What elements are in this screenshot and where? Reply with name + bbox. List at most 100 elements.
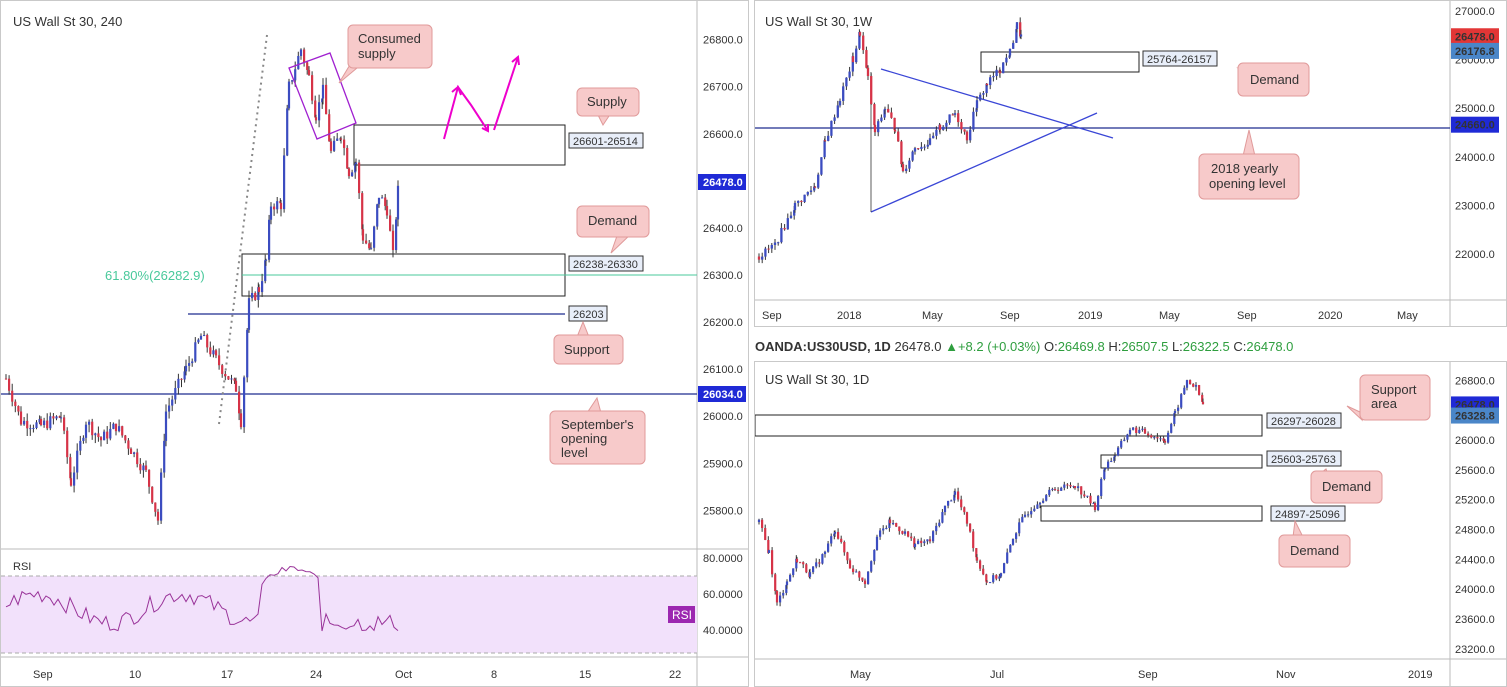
candle-240-body (254, 292, 257, 300)
candle-240-body (139, 464, 142, 471)
candle-240-body (52, 416, 55, 419)
candle-daily-body (926, 539, 929, 542)
candle-240-body (247, 298, 251, 330)
candle-weekly-body (893, 129, 897, 132)
candle-daily-body (792, 568, 795, 575)
candle-daily-body (1073, 486, 1077, 489)
fib-label: 61.80%(26282.9) (105, 268, 205, 283)
candle-weekly-body (998, 71, 1002, 74)
candle-240-body (257, 287, 261, 293)
candle-240-body (4, 378, 8, 380)
candle-240-body (88, 421, 91, 425)
candle-weekly-body (845, 77, 848, 87)
rsi-tick: 40.0000 (703, 625, 743, 637)
candle-weekly-body (823, 140, 827, 142)
candle-weekly-body (928, 138, 932, 145)
demand-zone-label-box (568, 255, 644, 272)
candle-240-body (66, 430, 69, 458)
price-tick: 25000.0 (1455, 103, 1495, 115)
candle-240-body (133, 452, 136, 454)
candle-daily-body (1009, 544, 1012, 553)
price-badge (1451, 42, 1499, 59)
candle-240-body (361, 193, 364, 230)
candles-daily (757, 379, 1205, 607)
last-price-badge (698, 174, 746, 190)
candle-240-body (168, 405, 171, 412)
chart-daily-panel[interactable]: US Wall St 30, 1D 26800.026400.026000.02… (754, 361, 1507, 687)
candle-daily-body (1126, 434, 1129, 440)
candle-240-body (164, 411, 168, 441)
candle-daily-body (782, 592, 785, 596)
candle-240-body (346, 147, 349, 169)
chart-weekly-panel[interactable]: US Wall St 30, 1W 27000.0 26000.0 25000.0 2… (754, 0, 1507, 327)
candle-daily-body (1077, 486, 1080, 489)
candle-daily-body (757, 519, 761, 523)
daily-demand-1-label-box (1266, 450, 1342, 467)
candle-daily-body (821, 554, 824, 564)
candle-weekly-body (883, 108, 887, 110)
candle-240-body (376, 204, 379, 227)
support-level-label-box (568, 305, 608, 322)
time-tick: 2018 (837, 310, 861, 322)
candle-weekly-body (851, 56, 854, 72)
price-badge (1451, 116, 1499, 133)
candle-240-body (177, 378, 180, 389)
candle-240-body (163, 440, 166, 473)
time-tick: 2019 (1078, 310, 1102, 322)
candle-240-body (197, 339, 200, 343)
callout-consumed-supply-line1: Consumed (358, 31, 421, 46)
chart-240-panel[interactable]: US Wall St 30, 240 26800.0 26700.0 26600.0… (0, 0, 749, 687)
ohlc-l-label: L: (1171, 339, 1183, 354)
demand-zone-label: 26238-26330 (573, 259, 638, 271)
candle-240-body (148, 469, 151, 487)
candle-weekly-body (942, 126, 945, 130)
candle-daily-body (1163, 440, 1167, 443)
candle-daily-body (1069, 485, 1072, 487)
candle-weekly-body (905, 168, 908, 172)
candle-daily-body (1107, 461, 1110, 469)
candle-weekly-body (789, 215, 793, 219)
dotted-trendline (218, 34, 268, 425)
candle-daily-body (975, 548, 978, 558)
supply-zone (353, 124, 566, 166)
candle-240-body (264, 259, 268, 261)
candle-daily-body (843, 542, 846, 553)
candle-240-body (58, 416, 61, 418)
candle-daily-body (1194, 385, 1198, 387)
price-badge-text: 26176.8 (1455, 46, 1495, 58)
candle-daily-body (947, 500, 950, 506)
price-tick: 26200.0 (703, 317, 743, 329)
candle-240-body (191, 361, 194, 364)
callout-demand-text: Demand (588, 213, 637, 228)
callout-supply: Supply (576, 87, 640, 126)
candle-240-body (206, 335, 209, 348)
sept-open-badge (698, 386, 746, 402)
candle-daily-body (1097, 496, 1100, 511)
ohlc-h-label: H: (1108, 339, 1122, 354)
price-badge (1451, 407, 1499, 424)
candle-240-body (109, 428, 112, 439)
candle-daily-body (1147, 433, 1150, 436)
candle-daily-body (882, 528, 885, 531)
candle-daily-body (1006, 552, 1009, 564)
candle-daily-body (1173, 410, 1177, 414)
candle-daily-body (1153, 437, 1156, 439)
candle-daily-body (812, 566, 815, 573)
price-tick: 26600.0 (703, 129, 743, 141)
candle-weekly-body (963, 129, 966, 132)
candle-weekly-body (1008, 48, 1012, 56)
callout-daily-demand-2-text: Demand (1290, 543, 1339, 558)
candle-240-body (230, 378, 233, 380)
candle-daily-body (1143, 428, 1147, 434)
candle-weekly-body (989, 77, 992, 86)
candle-weekly-body (1005, 57, 1008, 63)
candle-weekly-body (833, 117, 836, 121)
chart-daily-svg: US Wall St 30, 1D 26800.026400.026000.02… (755, 362, 1506, 686)
candle-daily-body (1185, 380, 1189, 388)
candle-daily-body (795, 558, 799, 563)
candle-daily-body (764, 528, 767, 540)
price-tick: 26100.0 (703, 364, 743, 376)
candle-weekly-body (960, 122, 963, 130)
candle-daily-body (870, 561, 873, 572)
candle-240-body (35, 422, 38, 428)
